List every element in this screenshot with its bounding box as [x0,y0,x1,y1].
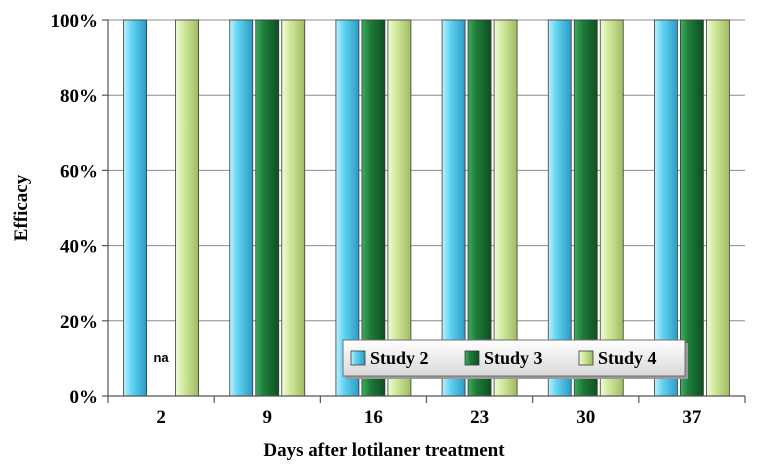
legend-label: Study 3 [484,348,543,368]
legend-swatch [350,350,366,366]
y-tick-label: 20% [60,312,98,333]
bar-study-2-day-9 [229,19,254,397]
y-tick-label: 80% [60,86,98,107]
y-tick-labels: 0% 20% 40% 60% 80% 100% [51,11,99,408]
y-tick-label: 100% [51,11,99,32]
legend-label: Study 4 [598,348,657,368]
axes [102,19,746,403]
legend-swatch [464,350,480,366]
legend-swatch [578,350,594,366]
bar-study-4-day-2 [175,19,199,397]
annotation-label: na [153,350,169,365]
x-tick-label: 16 [364,407,383,428]
x-tick-label: 23 [470,407,489,428]
bar-study-3-day-9 [255,19,280,397]
bar-study-4-day-9 [281,19,306,397]
y-tick-label: 60% [60,161,98,182]
x-tick-label: 37 [682,407,702,428]
bar-study-4-day-37 [706,19,730,397]
x-tick-labels: 2 9 16 23 30 37 [156,407,702,428]
x-tick-label: 30 [576,407,595,428]
x-tick-label: 9 [263,407,273,428]
y-tick-label: 0% [70,387,99,408]
bar-study-2-day-2 [123,19,147,397]
legend-label: Study 2 [370,348,429,368]
legend-box [342,339,686,377]
y-axis-title: Efficacy [11,174,32,241]
x-axis-title: Days after lotilaner treatment [263,440,505,461]
annotations: na [153,350,169,365]
y-tick-label: 40% [60,237,98,258]
x-tick-label: 2 [156,407,166,428]
legend: Study 2 Study 3 Study 4 [342,339,688,379]
bars [123,19,730,397]
